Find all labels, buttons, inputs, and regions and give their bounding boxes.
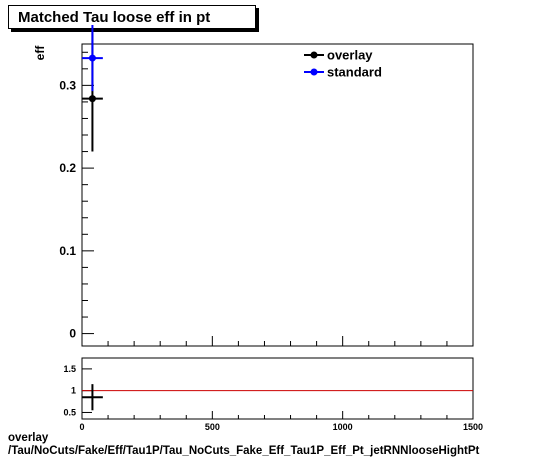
chart-title: Matched Tau loose eff in pt [18,9,211,26]
series-standard-point-marker [88,54,96,62]
footer-label: overlay [8,432,49,444]
ratio-y-tick-label: 1 [71,386,76,396]
y-tick-label: 0.1 [59,244,76,258]
footer-path: /Tau/NoCuts/Fake/Eff/Tau1P/Tau_NoCuts_Fa… [8,445,480,457]
legend-marker-overlay [310,51,318,59]
y-tick-label: 0.2 [59,161,76,175]
y-axis-label: eff [33,45,47,61]
ratio-plot-frame [81,357,474,420]
chart-title-box: Matched Tau loose eff in pt [8,5,256,29]
x-tick-label: 1000 [333,422,353,432]
x-tick-label: 500 [205,422,220,432]
y-tick-label: 0 [69,327,76,341]
x-tick-label: 0 [79,422,84,432]
y-tick-label: 0.3 [59,78,76,92]
ratio-y-tick-label: 0.5 [63,407,76,417]
legend-marker-standard [310,68,318,76]
legend-label-overlay: overlay [327,48,373,63]
series-overlay-point-marker [88,95,96,103]
legend-label-standard: standard [327,65,382,80]
legend: overlay standard [304,48,382,80]
ratio-y-tick-label: 1.5 [63,364,76,374]
x-tick-label: 1500 [463,422,483,432]
main-plot-frame [81,43,474,347]
